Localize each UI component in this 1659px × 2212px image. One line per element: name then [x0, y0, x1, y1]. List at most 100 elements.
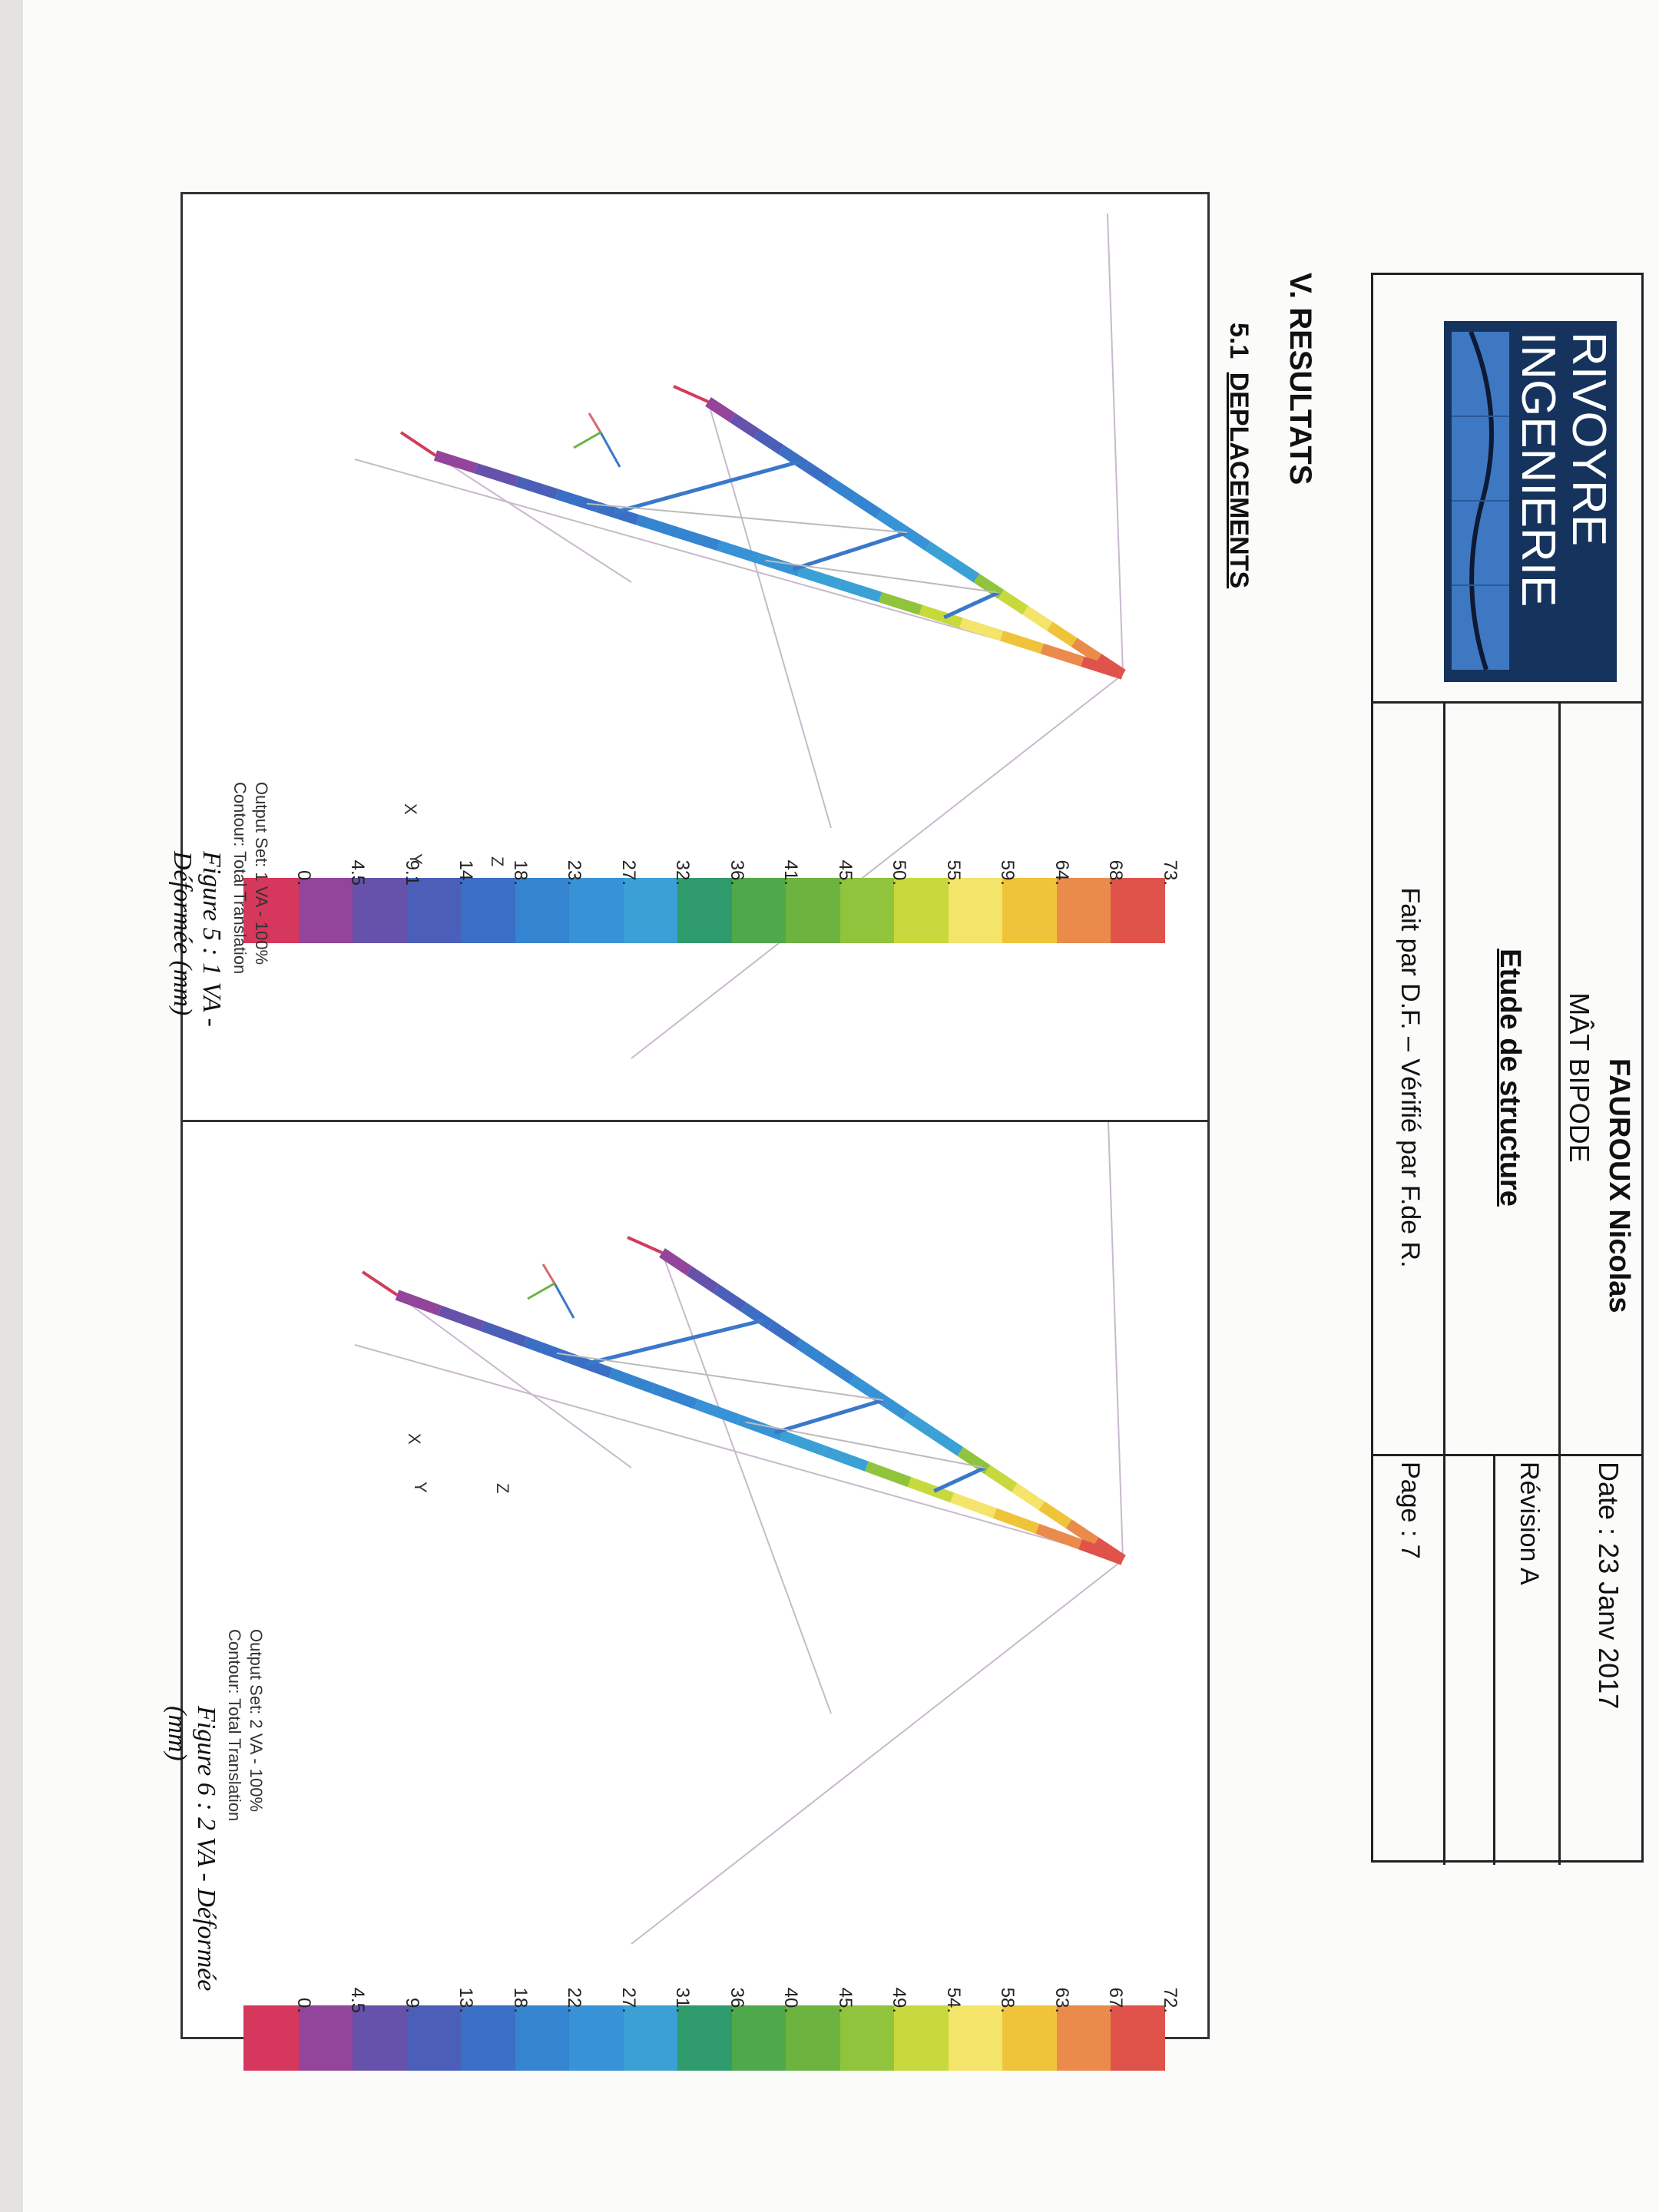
mast-leg-left: [1038, 1501, 1072, 1528]
scale-band: [839, 878, 895, 943]
scale-value: 63.: [1051, 1987, 1072, 2013]
scale-value: 49.: [889, 1987, 910, 2013]
scale-band: [1002, 2005, 1057, 2071]
scale-band: [893, 2005, 949, 2071]
scale-band: [406, 2005, 462, 2071]
scale-value: 45.: [835, 1987, 856, 2013]
mast-leg-left: [998, 589, 1028, 615]
mast-leg-right: [919, 604, 963, 628]
diagonal-brace: [586, 502, 908, 534]
scale-value: 22.: [564, 1987, 585, 2013]
mast-leg-right: [779, 1430, 826, 1456]
logo-wave-panel: [1452, 330, 1509, 671]
mast-leg-right: [523, 1336, 570, 1363]
subsection-title: DEPLACEMENTS: [1224, 372, 1253, 589]
mast-leg-left: [740, 1302, 774, 1330]
logo-line-2: INGENIERIE: [1512, 332, 1565, 608]
mast-leg-right: [992, 1508, 1040, 1534]
scale-value: 36.: [727, 859, 747, 886]
scale-band: [298, 2005, 353, 2071]
base-foot: [361, 1270, 399, 1296]
company-logo: RIVOYRE INGENIERIE: [1444, 321, 1617, 682]
scale-value: 67.: [1105, 1987, 1127, 2013]
mast-leg-right: [565, 1352, 613, 1379]
scale-value: 58.: [997, 1987, 1018, 2013]
logo-wave-icon: [1452, 330, 1509, 671]
figure-caption-1: Figure 5 : 1 VA - Déformée (mm): [168, 851, 226, 1027]
scale-value: 64.: [1051, 859, 1072, 886]
section-title: V. RESULTATS: [1283, 273, 1317, 485]
scale-band: [839, 2005, 895, 2071]
guy-line: [631, 1559, 1124, 1945]
axis-x-arrow: [588, 412, 602, 433]
scale-band: [515, 2005, 570, 2071]
mast-leg-left: [713, 1284, 747, 1312]
authors-line: Fait par D.F. – Vérifié par F.de R.: [1396, 887, 1425, 1268]
scale-value: 0.: [293, 1997, 314, 2013]
mast-leg-left: [876, 509, 906, 535]
scale-value: 40.: [780, 1987, 802, 2013]
mast-leg-right: [878, 591, 922, 615]
scale-band: [406, 878, 462, 943]
contour-label-1: Contour: Total Translation: [230, 782, 250, 975]
contour-label-2: Contour: Total Translation: [225, 1629, 244, 1822]
scale-band: [298, 878, 353, 943]
mast-leg-right: [480, 1321, 528, 1347]
study-title: Etude de structure: [1494, 949, 1526, 1207]
base-foot: [673, 385, 709, 403]
header-right-line-2: [1493, 1454, 1495, 1865]
mast-leg-right: [907, 1476, 955, 1503]
base-foot: [627, 1236, 663, 1254]
mast-leg-left: [826, 477, 858, 503]
document-date: Date : 23 Janv 2017: [1593, 1462, 1624, 1710]
scale-value: 72.: [1160, 1987, 1181, 2013]
scale-band: [1110, 878, 1165, 943]
mast-leg-right: [1040, 643, 1084, 667]
output-set-1: Output Set: 1 VA - 100%: [252, 782, 271, 965]
mast-leg-left: [930, 1429, 964, 1456]
subsection-number: 5.1: [1224, 323, 1253, 359]
truss-brace: [773, 1398, 884, 1435]
mast-leg-right: [438, 1305, 485, 1332]
scale-band: [677, 878, 732, 943]
scale-band: [948, 2005, 1003, 2071]
mast-leg-right: [959, 618, 1004, 641]
axis-y-arrow: [573, 431, 601, 449]
mast-leg-left: [949, 557, 980, 583]
mast-leg-left: [686, 1266, 720, 1293]
scale-band: [460, 878, 515, 943]
truss-brace: [792, 531, 908, 571]
mast-leg-right: [636, 515, 680, 538]
mast-leg-left: [729, 413, 760, 439]
header-mid-line-2: [1443, 701, 1445, 1454]
mast-leg-right: [822, 1445, 869, 1472]
scale-band: [1056, 2005, 1111, 2071]
scale-value: 18.: [510, 1987, 531, 2013]
axis-label-x-1: X: [401, 803, 420, 815]
guy-line: [1107, 1122, 1124, 1561]
scale-value: 27.: [618, 859, 639, 886]
truss-brace: [943, 591, 1000, 620]
scale-band: [243, 2005, 299, 2071]
mast-leg-right: [1081, 656, 1125, 680]
scale-band: [460, 2005, 515, 2071]
axis-x-arrow: [541, 1263, 556, 1284]
guy-line: [354, 1344, 1124, 1561]
header-divider-2: [1373, 1454, 1641, 1456]
scale-band: [731, 2005, 786, 2071]
scale-band: [568, 878, 624, 943]
mast-leg-right: [694, 1399, 741, 1425]
scale-value: 9.: [402, 1997, 422, 2013]
scale-band: [1002, 878, 1057, 943]
truss-brace: [614, 459, 800, 515]
figure-panel-2: 72. 67. 63. 58. 54. 49. 45. 40. 36. 31. 27. 22. 18. 1…: [163, 1122, 1207, 2071]
axis-label-z-1: Z: [488, 856, 507, 867]
scale-band: [948, 878, 1003, 943]
scale-value: 54.: [943, 1987, 964, 2013]
header-table: RIVOYRE INGENIERIE FAUROUX Nicolas MÂT B…: [1371, 273, 1644, 1865]
scale-value: 59.: [997, 859, 1018, 886]
scale-value: 23.: [564, 859, 585, 886]
base-foot: [399, 431, 437, 457]
mast-leg-left: [705, 397, 736, 422]
scale-value: 4.5: [347, 859, 369, 886]
